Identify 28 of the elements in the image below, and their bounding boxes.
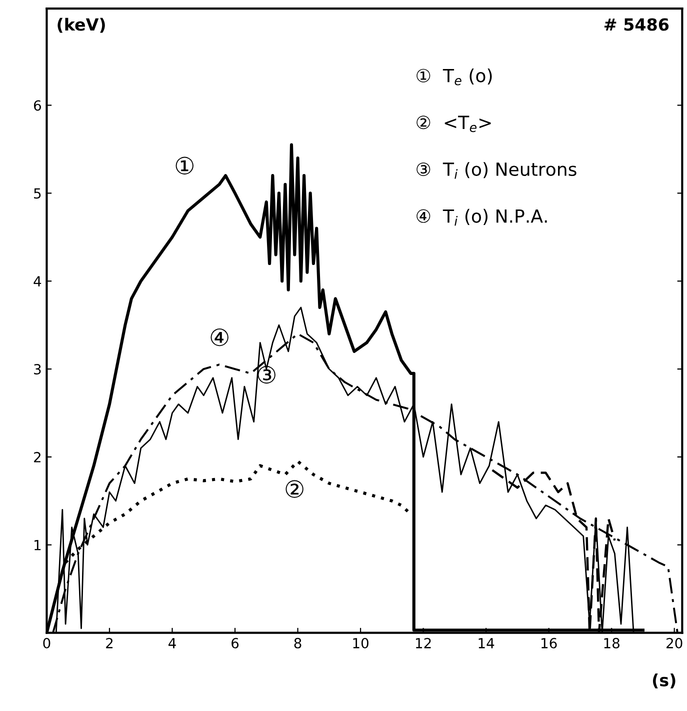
y-tick-label: 5 bbox=[34, 188, 41, 199]
annotation: ④ bbox=[210, 328, 228, 346]
x-tick-label: 6 bbox=[232, 638, 239, 648]
annotation: ② bbox=[286, 480, 304, 498]
x-tick-label: 0 bbox=[43, 638, 50, 648]
x-tick-label: 16 bbox=[542, 638, 557, 648]
x-tick-label: 20 bbox=[666, 638, 682, 648]
chart-title: # 5486 bbox=[604, 18, 669, 31]
x-tick-label: 14 bbox=[478, 638, 494, 648]
x-tick-label: 18 bbox=[604, 638, 620, 648]
x-tick-label: 2 bbox=[106, 638, 113, 648]
x-tick-label: 4 bbox=[168, 638, 176, 648]
annotation: ③ T$_{i}$ (o) Neutrons bbox=[416, 162, 576, 179]
x-axis-title: (s) bbox=[652, 674, 676, 688]
annotation: ③ bbox=[258, 366, 276, 384]
x-tick-label: 12 bbox=[416, 638, 431, 648]
x-tick-label: 10 bbox=[353, 638, 368, 648]
y-tick-label: 6 bbox=[34, 100, 41, 111]
y-tick-label: 4 bbox=[34, 276, 42, 286]
annotation: ② <T$_{e}$> bbox=[416, 116, 491, 132]
annotation: ① T$_{e}$ (o) bbox=[416, 68, 492, 86]
y-tick-label: 3 bbox=[34, 364, 41, 374]
annotation: ① bbox=[176, 156, 194, 174]
annotation: ④ T$_{i}$ (o) N.P.A. bbox=[416, 208, 547, 226]
y-axis-title: (keV) bbox=[58, 18, 105, 33]
x-tick-label: 8 bbox=[294, 638, 302, 648]
y-tick-label: 1 bbox=[34, 540, 41, 550]
y-tick-label: 2 bbox=[34, 452, 40, 462]
